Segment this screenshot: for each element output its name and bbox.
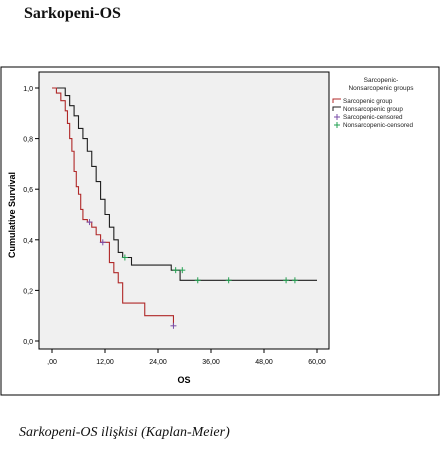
figure-heading: Sarkopeni-OS [24,5,121,22]
nonsarcopenic-censored-mark [121,254,128,261]
plot-area [38,71,330,350]
legend-label: Sarcopenic-censored [343,114,403,121]
sarcopenic-censored-mark [99,239,106,246]
nonsarcopenic-censored-mark [225,277,232,284]
legend-label: Nonsarcopenic group [343,106,403,113]
x-axis-label: OS [177,375,190,385]
x-tick-label: 12,00 [96,359,114,366]
axes-group: 0,0 0,2 0,4 0,6 0,8 1,0 ,00 12,00 24,00 36,00 48,0… [23,86,326,366]
y-tick-label: 1,0 [23,86,33,93]
y-axis-label: Cumulative Survival [7,172,17,258]
legend: Sarcopenic-Nonsarcopenic groups Sarcopeni… [332,77,414,129]
km-chart: 0,0 0,2 0,4 0,6 0,8 1,0 ,00 12,00 24,00 36,00 48,0… [0,66,440,396]
x-tick-label: ,00 [47,359,57,366]
legend-title: Nonsarcopenic groups [348,85,414,92]
legend-label: Nonsarcopenic-censored [343,122,414,129]
y-tick-label: 0,2 [23,288,33,295]
nonsarcopenic-censored-mark [283,277,290,284]
nonsarcopenic-censored-mark [291,277,298,284]
sarcopenic-survival-line [52,87,175,326]
series-layer [52,87,317,329]
nonsarcopenic-censored-mark [172,267,179,274]
y-tick-label: 0,8 [23,137,33,144]
x-tick-label: 48,00 [255,359,273,366]
nonsarcopenic-censored-mark [179,267,186,274]
legend-line-swatch [332,98,341,103]
x-tick-label: 24,00 [149,359,167,366]
x-tick-label: 60,00 [308,359,326,366]
nonsarcopenic-censored-mark [194,277,201,284]
legend-line-swatch [332,106,341,111]
nonsarcopenic-survival-line [52,87,317,281]
legend-label: Sarcopenic group [343,98,393,105]
y-tick-label: 0,4 [23,238,33,245]
y-tick-label: 0,0 [23,339,33,346]
x-tick-label: 36,00 [202,359,220,366]
figure-caption: Sarkopeni-OS ilişkisi (Kaplan-Meier) [19,425,230,440]
sarcopenic-censored-mark [86,219,93,226]
sarcopenic-censored-mark [170,322,177,329]
legend-plus-swatch [334,114,340,120]
legend-plus-swatch [334,122,340,128]
legend-title: Sarcopenic- [364,77,399,84]
y-tick-label: 0,6 [23,187,33,194]
